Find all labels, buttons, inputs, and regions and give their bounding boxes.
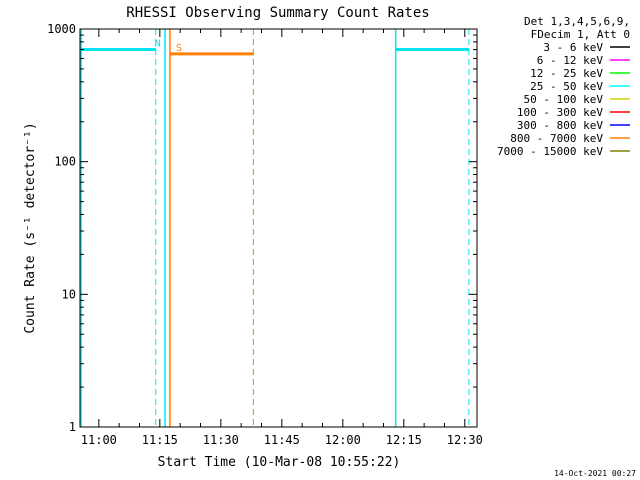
x-axis-label: Start Time (10-Mar-08 10:55:22) (158, 455, 401, 470)
legend: Det 1,3,4,5,6,9, FDecim 1, Att 0 3 - 6 k… (497, 15, 630, 158)
x-tick-label: 12:00 (325, 433, 361, 447)
legend-label: 25 - 50 keV (530, 80, 603, 93)
x-tick-label: 12:15 (386, 433, 422, 447)
legend-label: 50 - 100 keV (524, 93, 604, 106)
y-axis-label: Count Rate (s⁻¹ detector⁻¹) (23, 122, 38, 333)
plot-frame (79, 28, 478, 428)
x-tick-label: 11:30 (203, 433, 239, 447)
legend-label: 7000 - 15000 keV (497, 145, 603, 158)
y-axis: 1 10 100 1000 (47, 22, 477, 434)
chart-title: RHESSI Observing Summary Count Rates (126, 5, 429, 21)
legend-label: 3 - 6 keV (543, 41, 603, 54)
legend-label: 100 - 300 keV (517, 106, 603, 119)
x-tick-label: 11:45 (264, 433, 300, 447)
x-tick-label: 11:15 (142, 433, 178, 447)
flag-label: N (155, 39, 161, 50)
x-tick-label: 11:00 (81, 433, 117, 447)
legend-label: 300 - 800 keV (517, 119, 603, 132)
legend-label: 800 - 7000 keV (510, 132, 603, 145)
legend-label: 12 - 25 keV (530, 67, 603, 80)
legend-header-1: Det 1,3,4,5,6,9, (524, 15, 630, 28)
x-tick-label: 12:30 (447, 433, 483, 447)
y-tick-label: 1 (69, 420, 76, 434)
legend-label: 6 - 12 keV (537, 54, 604, 67)
y-tick-label: 100 (54, 155, 76, 169)
y-tick-label: 10 (62, 287, 76, 301)
x-axis: 11:00 11:15 11:30 11:45 12:00 12:15 12:30 (81, 29, 483, 447)
timestamp: 14-Oct-2021 00:27 (554, 469, 636, 478)
y-tick-label: 1000 (47, 22, 76, 36)
flag-label: S (176, 43, 182, 54)
legend-header-2: FDecim 1, Att 0 (531, 28, 630, 41)
